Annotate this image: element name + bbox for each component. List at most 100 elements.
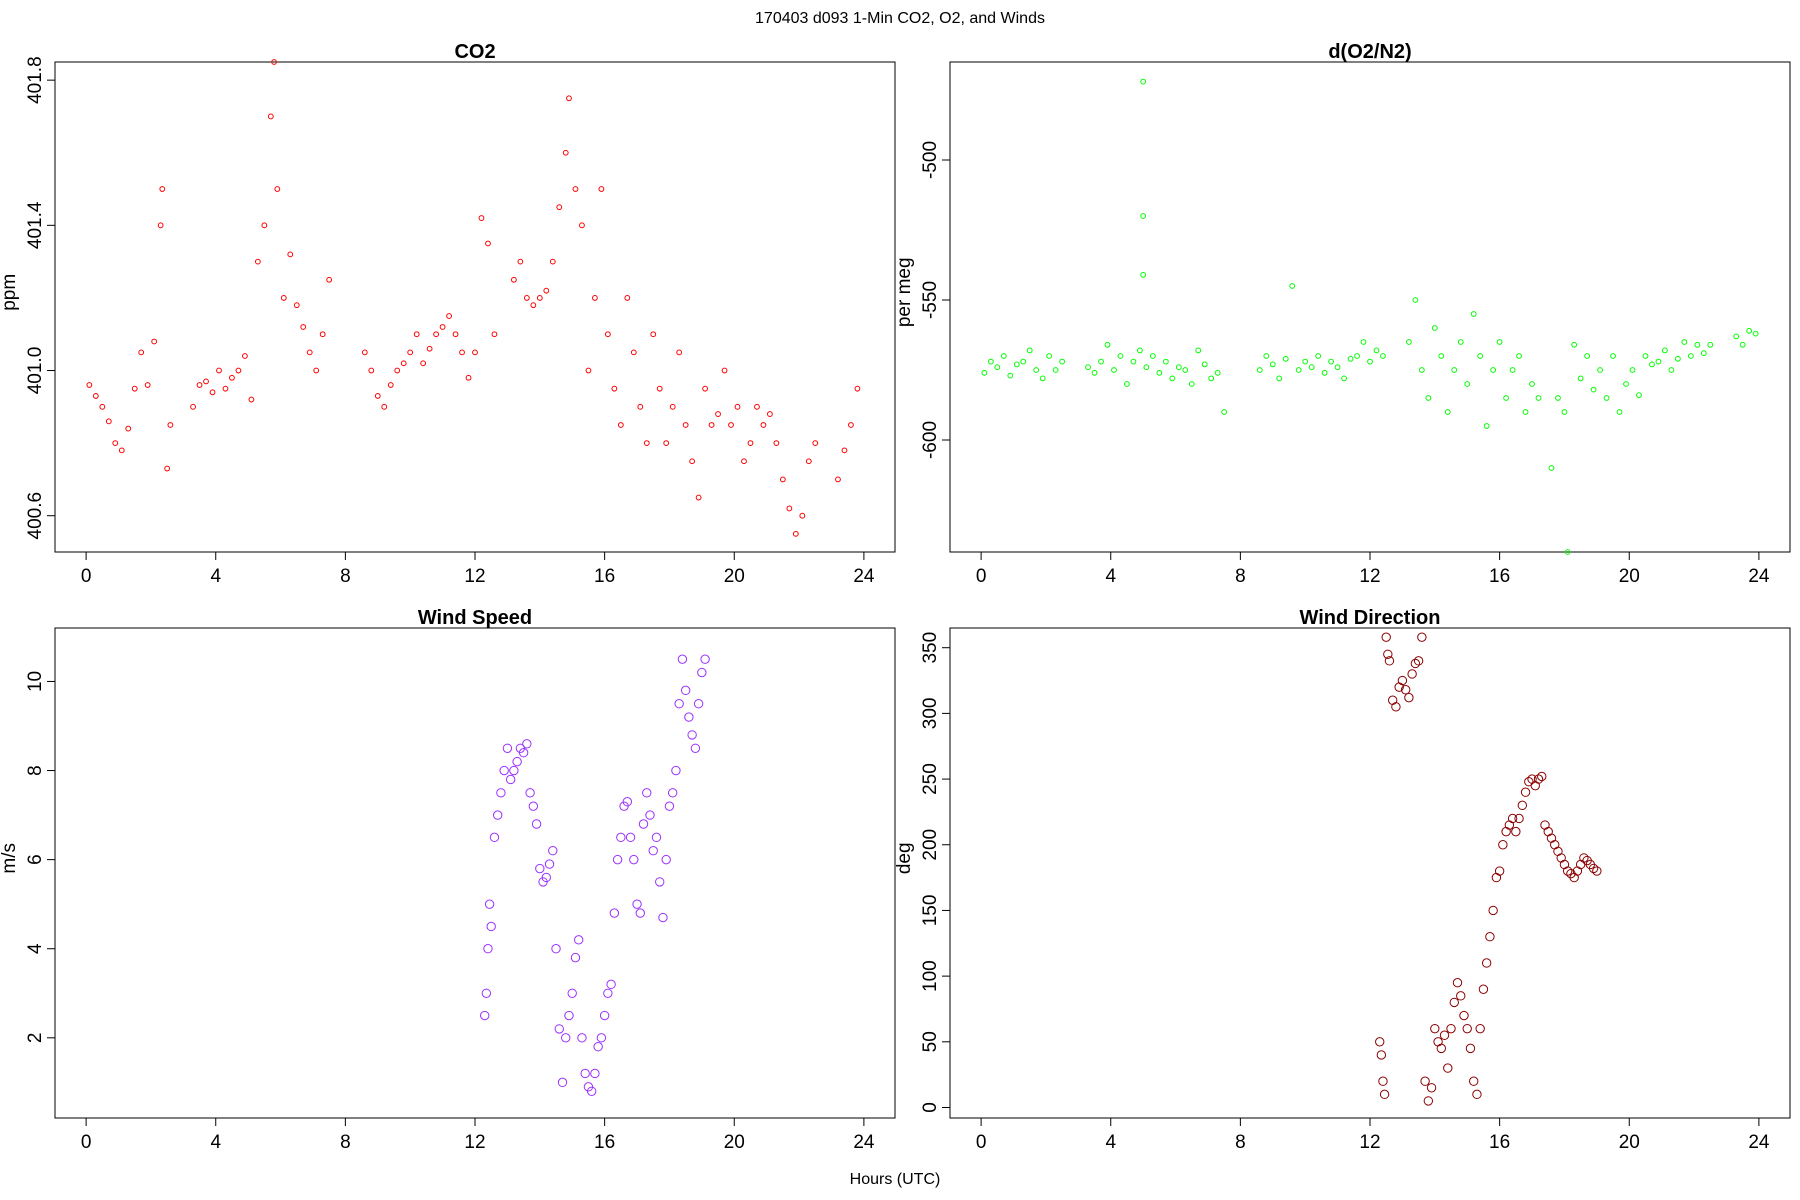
- data-point: [1039, 375, 1046, 382]
- data-point: [1438, 353, 1445, 359]
- data-point: [1616, 409, 1623, 415]
- data-point: [1501, 826, 1511, 837]
- data-point: [1367, 358, 1373, 365]
- data-point: [700, 654, 710, 664]
- data-point: [1752, 330, 1759, 337]
- data-point: [293, 302, 300, 309]
- data-point: [1464, 381, 1471, 387]
- data-point: [267, 113, 274, 120]
- data-point: [306, 349, 313, 356]
- data-point: [617, 422, 624, 428]
- data-point: [734, 403, 741, 410]
- data-point: [1020, 358, 1027, 365]
- data-point: [554, 1024, 564, 1034]
- data-point: [1033, 367, 1040, 373]
- data-point: [586, 1086, 597, 1096]
- panel-title: CO2: [454, 41, 495, 63]
- plot-frame: [949, 61, 1791, 553]
- x-tick-label: 8: [1235, 566, 1246, 587]
- data-point: [577, 1033, 587, 1043]
- data-point: [1546, 833, 1557, 843]
- y-tick-label: 100: [920, 960, 941, 992]
- panel-1: CO2 ppm 0 4 8 12 16 20 24 400.6 401.0 401.4 401.8: [0, 41, 896, 587]
- data-point: [1397, 675, 1408, 686]
- y-tick-label: 250: [920, 763, 941, 795]
- data-point: [1143, 364, 1150, 371]
- data-point: [1533, 774, 1544, 784]
- data-point: [1379, 1089, 1390, 1100]
- data-point: [509, 765, 519, 776]
- x-tick-label: 12: [464, 1132, 485, 1153]
- data-point: [1052, 367, 1059, 373]
- data-point: [492, 810, 503, 820]
- data-point: [446, 313, 452, 319]
- data-point: [280, 295, 287, 301]
- data-point: [407, 349, 414, 356]
- data-point: [361, 349, 368, 356]
- data-point: [1590, 386, 1597, 393]
- data-point: [562, 149, 569, 156]
- data-point: [1182, 367, 1189, 373]
- data-point: [1452, 977, 1463, 988]
- data-point: [1282, 355, 1289, 362]
- data-point: [1494, 866, 1505, 876]
- plot-frame: [54, 61, 896, 553]
- data-point: [841, 447, 848, 454]
- data-point: [530, 302, 537, 309]
- y-tick-label: -500: [920, 141, 941, 179]
- data-point: [112, 440, 119, 447]
- data-point: [394, 367, 401, 374]
- data-point: [1642, 353, 1649, 359]
- data-point: [1111, 367, 1117, 373]
- data-point: [1026, 347, 1033, 354]
- data-point: [157, 222, 164, 229]
- data-point: [1517, 800, 1528, 811]
- data-point: [1603, 395, 1610, 401]
- data-point: [580, 1068, 590, 1079]
- data-point: [1584, 353, 1591, 359]
- plot-frame: [54, 627, 896, 1119]
- data-point: [484, 899, 495, 909]
- data-point: [1571, 341, 1578, 348]
- data-point: [754, 403, 760, 410]
- data-point: [1555, 395, 1561, 401]
- data-point: [1623, 381, 1629, 387]
- data-point: [1162, 358, 1169, 365]
- data-point: [1201, 361, 1208, 368]
- data-point: [167, 422, 174, 428]
- data-point: [1668, 367, 1675, 373]
- data-point: [1208, 375, 1215, 382]
- data-point: [131, 385, 138, 392]
- data-point: [125, 425, 132, 432]
- data-point: [648, 846, 658, 856]
- data-point: [658, 912, 668, 923]
- data-point: [1516, 353, 1522, 359]
- y-axis-label: deg: [894, 842, 915, 874]
- data-point: [667, 788, 678, 798]
- data-point: [1007, 372, 1014, 379]
- data-point: [1354, 353, 1360, 359]
- data-point: [1548, 465, 1555, 471]
- x-tick-label: 8: [340, 566, 351, 587]
- data-point: [643, 440, 650, 447]
- data-point: [773, 440, 780, 447]
- data-point: [159, 186, 166, 192]
- data-point: [1400, 685, 1411, 695]
- data-point: [721, 367, 728, 374]
- data-point: [1104, 341, 1111, 348]
- data-point: [1383, 649, 1393, 659]
- data-point: [222, 385, 229, 392]
- data-point: [1378, 1076, 1388, 1086]
- data-point: [629, 854, 639, 865]
- figure-title: 170403 d093 1-Min CO2, O2, and Winds: [755, 10, 1045, 27]
- data-point: [1456, 991, 1466, 1001]
- data-point: [645, 810, 655, 820]
- data-point: [1156, 369, 1163, 376]
- data-point: [664, 801, 675, 811]
- data-point: [1477, 353, 1484, 359]
- data-point: [593, 1042, 603, 1052]
- data-point: [981, 369, 988, 376]
- data-point: [786, 505, 793, 512]
- data-point: [1188, 381, 1195, 387]
